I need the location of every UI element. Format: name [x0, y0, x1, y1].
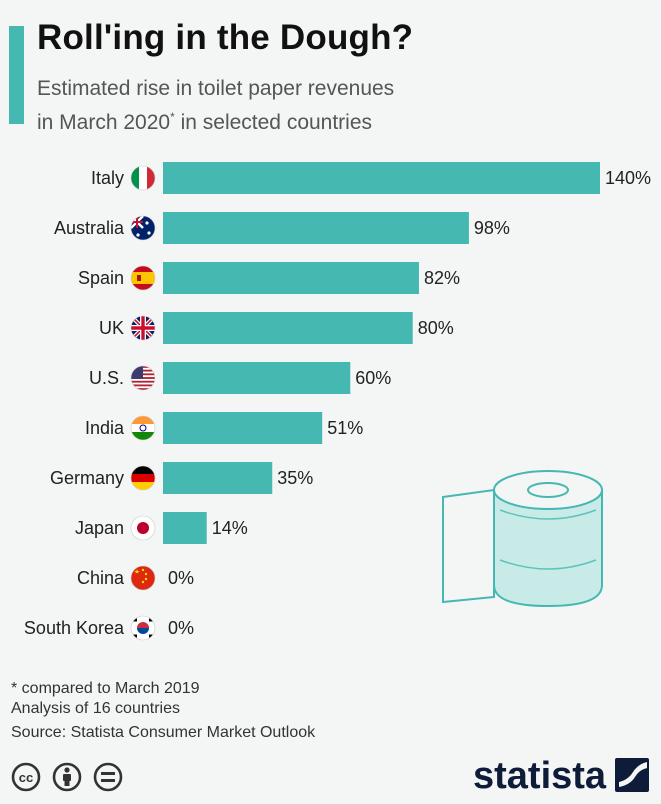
south-korea-flag-icon: [130, 615, 156, 641]
category-label: Japan: [75, 518, 124, 538]
category-label: Italy: [91, 168, 124, 188]
japan-flag-icon: [130, 515, 156, 541]
value-label: 140%: [605, 168, 651, 188]
subtitle-line-2-end: in selected countries: [174, 111, 373, 134]
statista-logo-mark: [615, 758, 649, 792]
value-label: 80%: [418, 318, 454, 338]
bar: [163, 262, 419, 294]
bar-row: U.S. 60%: [89, 362, 391, 394]
category-label: UK: [99, 318, 124, 338]
category-label: Germany: [50, 468, 124, 488]
value-label: 51%: [327, 418, 363, 438]
bar-chart: Italy 140% Australia 98% Spain 82% UK 80% U.S. 60…: [24, 162, 651, 641]
category-label: India: [85, 418, 125, 438]
chart-subtitle: Estimated rise in toilet paper revenues …: [37, 75, 597, 137]
value-label: 35%: [277, 468, 313, 488]
bar-row: India 51%: [85, 412, 363, 444]
subtitle-line-1: Estimated rise in toilet paper revenues: [37, 77, 395, 100]
page-title: Roll'ing in the Dough?: [37, 18, 414, 57]
brand-name: statista: [473, 755, 607, 796]
spain-flag-icon: [130, 265, 156, 291]
bar: [163, 462, 273, 494]
bar-row: UK 80%: [99, 312, 454, 344]
attribution-icon[interactable]: [52, 762, 82, 792]
bar: [163, 512, 207, 544]
uk-flag-icon: [130, 315, 156, 341]
bar: [163, 362, 351, 394]
value-label: 82%: [424, 268, 460, 288]
creative-commons-icon[interactable]: cc: [11, 762, 41, 792]
bar: [163, 162, 600, 194]
category-label: China: [77, 568, 125, 588]
india-flag-icon: [130, 415, 156, 441]
bar: [163, 412, 323, 444]
bar-row: China 0%: [77, 565, 194, 591]
footnote-marker: *: [170, 110, 175, 124]
germany-flag-icon: [130, 465, 156, 491]
bar-row: Italy 140%: [91, 162, 651, 194]
value-label: 0%: [168, 568, 194, 588]
bar-row: Australia 98%: [54, 212, 510, 244]
value-label: 0%: [168, 618, 194, 638]
value-label: 60%: [355, 368, 391, 388]
category-label: U.S.: [89, 368, 124, 388]
bar-row: Germany 35%: [50, 462, 313, 494]
toilet-paper-roll-icon: [442, 470, 603, 608]
category-label: Australia: [54, 218, 125, 238]
footnote-sample: Analysis of 16 countries: [11, 700, 180, 717]
category-label: Spain: [78, 268, 124, 288]
source-note: Source: Statista Consumer Market Outlook: [11, 724, 316, 741]
bar: [163, 212, 469, 244]
australia-flag-icon: [130, 215, 156, 241]
bar-row: South Korea 0%: [24, 615, 194, 641]
footnote-comparison: * compared to March 2019: [11, 680, 200, 697]
license-icons: cc: [11, 762, 123, 792]
us-flag-icon: [130, 365, 156, 391]
value-label: 98%: [474, 218, 510, 238]
subtitle-line-2-start: in March 2020: [37, 111, 171, 134]
bar-row: Spain 82%: [78, 262, 460, 294]
china-flag-icon: [130, 565, 156, 591]
no-derivatives-icon[interactable]: [93, 762, 123, 792]
title-accent-bar: [9, 26, 24, 124]
italy-flag-icon: [130, 165, 156, 191]
svg-text:cc: cc: [19, 770, 33, 785]
bar: [163, 312, 413, 344]
statista-logo[interactable]: statista: [473, 752, 653, 796]
bar-row: Japan 14%: [75, 512, 248, 544]
category-label: South Korea: [24, 618, 125, 638]
value-label: 14%: [212, 518, 248, 538]
subtitle-line-2: in March 2020* in selected countries: [37, 103, 597, 137]
